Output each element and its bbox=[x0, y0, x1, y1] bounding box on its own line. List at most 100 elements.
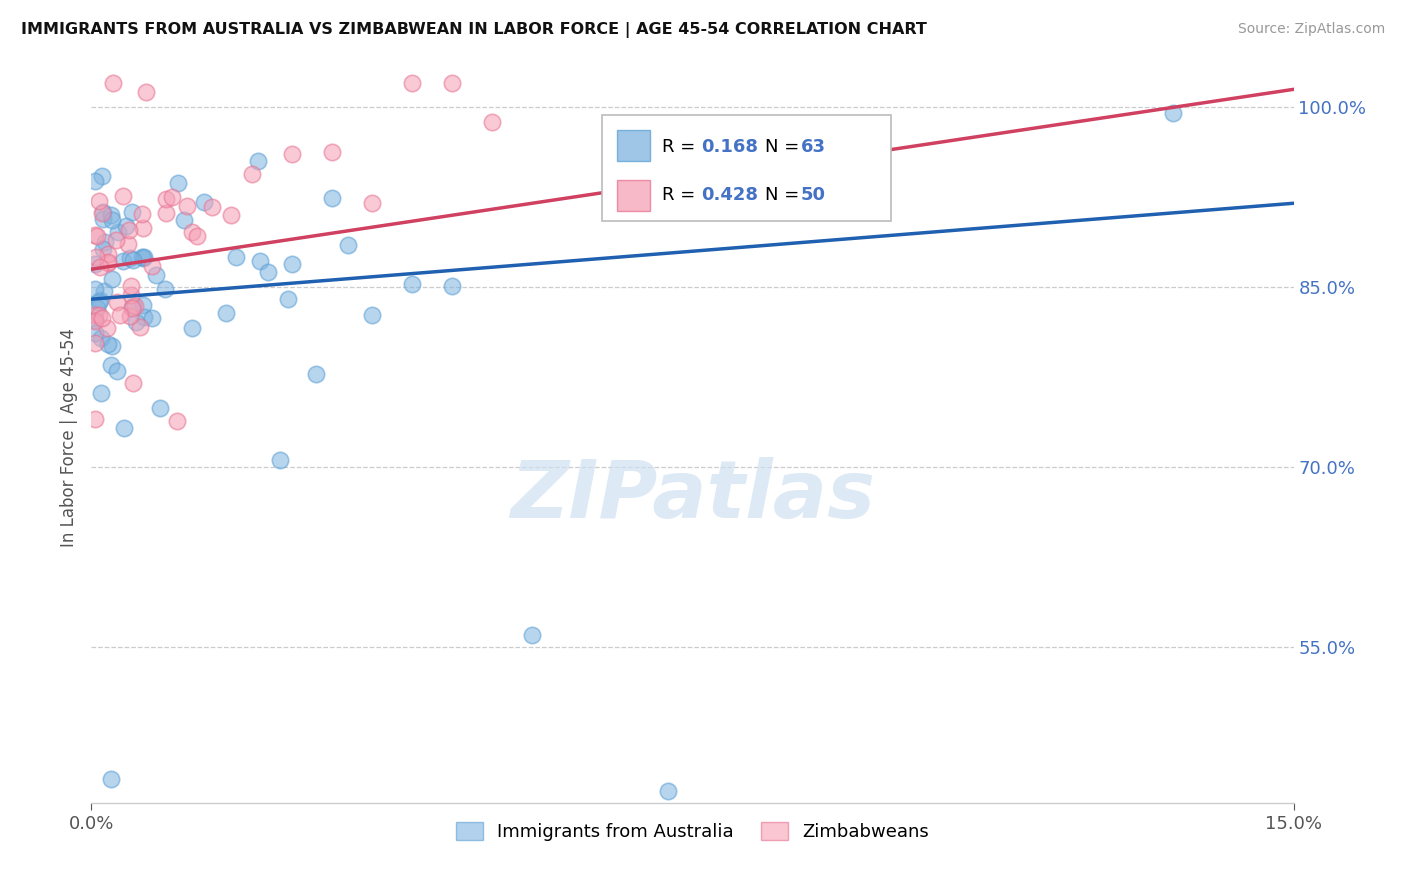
Point bbox=[141, 311, 163, 326]
Bar bbox=[617, 180, 651, 211]
Point bbox=[84, 250, 107, 264]
Point bbox=[84, 313, 107, 327]
Point bbox=[1161, 106, 1184, 120]
Point bbox=[84, 228, 107, 243]
Point bbox=[89, 308, 111, 322]
Point bbox=[118, 309, 141, 323]
Point bbox=[84, 412, 107, 426]
Point bbox=[520, 628, 543, 642]
Point bbox=[118, 252, 141, 266]
Text: 50: 50 bbox=[800, 186, 825, 203]
Point bbox=[96, 321, 118, 335]
Text: N =: N = bbox=[765, 138, 799, 156]
FancyBboxPatch shape bbox=[602, 115, 891, 221]
Point bbox=[114, 219, 136, 233]
Point bbox=[281, 257, 304, 271]
Point bbox=[90, 385, 112, 400]
Point bbox=[247, 153, 270, 168]
Point bbox=[93, 285, 115, 299]
Point bbox=[118, 223, 141, 237]
Point bbox=[155, 282, 177, 296]
Point bbox=[84, 173, 107, 187]
Point bbox=[180, 320, 202, 334]
Point bbox=[321, 191, 343, 205]
Point bbox=[256, 265, 278, 279]
Point bbox=[305, 367, 328, 381]
Legend: Immigrants from Australia, Zimbabweans: Immigrants from Australia, Zimbabweans bbox=[456, 822, 929, 841]
Point bbox=[89, 260, 111, 274]
Point bbox=[181, 225, 204, 239]
Point bbox=[101, 212, 124, 227]
Point bbox=[104, 233, 127, 247]
Point bbox=[112, 253, 135, 268]
Point bbox=[89, 293, 111, 307]
Text: R =: R = bbox=[662, 138, 696, 156]
Point bbox=[86, 229, 108, 244]
Bar bbox=[617, 130, 651, 161]
Point bbox=[160, 190, 183, 204]
Point bbox=[481, 115, 503, 129]
Point bbox=[149, 401, 172, 416]
Point bbox=[155, 206, 177, 220]
Text: N =: N = bbox=[765, 186, 799, 203]
Point bbox=[269, 453, 291, 467]
Point bbox=[360, 308, 382, 322]
Point bbox=[94, 235, 117, 249]
Text: ZIPatlas: ZIPatlas bbox=[510, 457, 875, 534]
Point bbox=[91, 212, 114, 227]
Text: R =: R = bbox=[662, 186, 696, 203]
Point bbox=[100, 772, 122, 786]
Point bbox=[145, 268, 167, 283]
Point bbox=[132, 251, 155, 265]
Point bbox=[100, 358, 122, 372]
Point bbox=[186, 229, 208, 244]
Point bbox=[112, 420, 135, 434]
Point bbox=[166, 176, 188, 190]
Point bbox=[84, 326, 107, 341]
Point bbox=[91, 243, 114, 257]
Point bbox=[249, 254, 271, 268]
Text: 63: 63 bbox=[800, 138, 825, 156]
Point bbox=[86, 301, 108, 316]
Point bbox=[215, 306, 238, 320]
Point bbox=[90, 169, 112, 183]
Point bbox=[107, 295, 129, 310]
Point bbox=[100, 339, 122, 353]
Point bbox=[121, 278, 143, 293]
Point bbox=[173, 213, 195, 227]
Point bbox=[441, 76, 464, 90]
Point bbox=[441, 278, 464, 293]
Point bbox=[124, 299, 146, 313]
Text: IMMIGRANTS FROM AUSTRALIA VS ZIMBABWEAN IN LABOR FORCE | AGE 45-54 CORRELATION C: IMMIGRANTS FROM AUSTRALIA VS ZIMBABWEAN … bbox=[21, 22, 927, 38]
Point bbox=[155, 193, 177, 207]
Point bbox=[97, 256, 120, 270]
Point bbox=[657, 784, 679, 798]
Point bbox=[112, 189, 135, 203]
Point bbox=[134, 310, 156, 325]
Point bbox=[225, 250, 247, 264]
Point bbox=[277, 292, 299, 306]
Point bbox=[121, 204, 143, 219]
Point bbox=[84, 309, 107, 323]
Point bbox=[120, 288, 142, 302]
Point bbox=[132, 221, 155, 235]
Point bbox=[91, 205, 114, 219]
Point bbox=[97, 254, 120, 268]
Point bbox=[131, 250, 153, 264]
Point bbox=[108, 308, 131, 322]
Point bbox=[84, 282, 107, 296]
Point bbox=[281, 146, 304, 161]
Point bbox=[121, 376, 143, 391]
Point bbox=[132, 250, 155, 264]
Point bbox=[121, 253, 143, 268]
Point bbox=[135, 85, 157, 99]
Point bbox=[87, 194, 110, 209]
Point bbox=[90, 331, 112, 345]
Point bbox=[100, 272, 122, 286]
Point bbox=[105, 364, 128, 378]
Point bbox=[101, 76, 124, 90]
Text: 0.428: 0.428 bbox=[700, 186, 758, 203]
Point bbox=[193, 194, 215, 209]
Point bbox=[122, 299, 145, 313]
Point bbox=[107, 225, 129, 239]
